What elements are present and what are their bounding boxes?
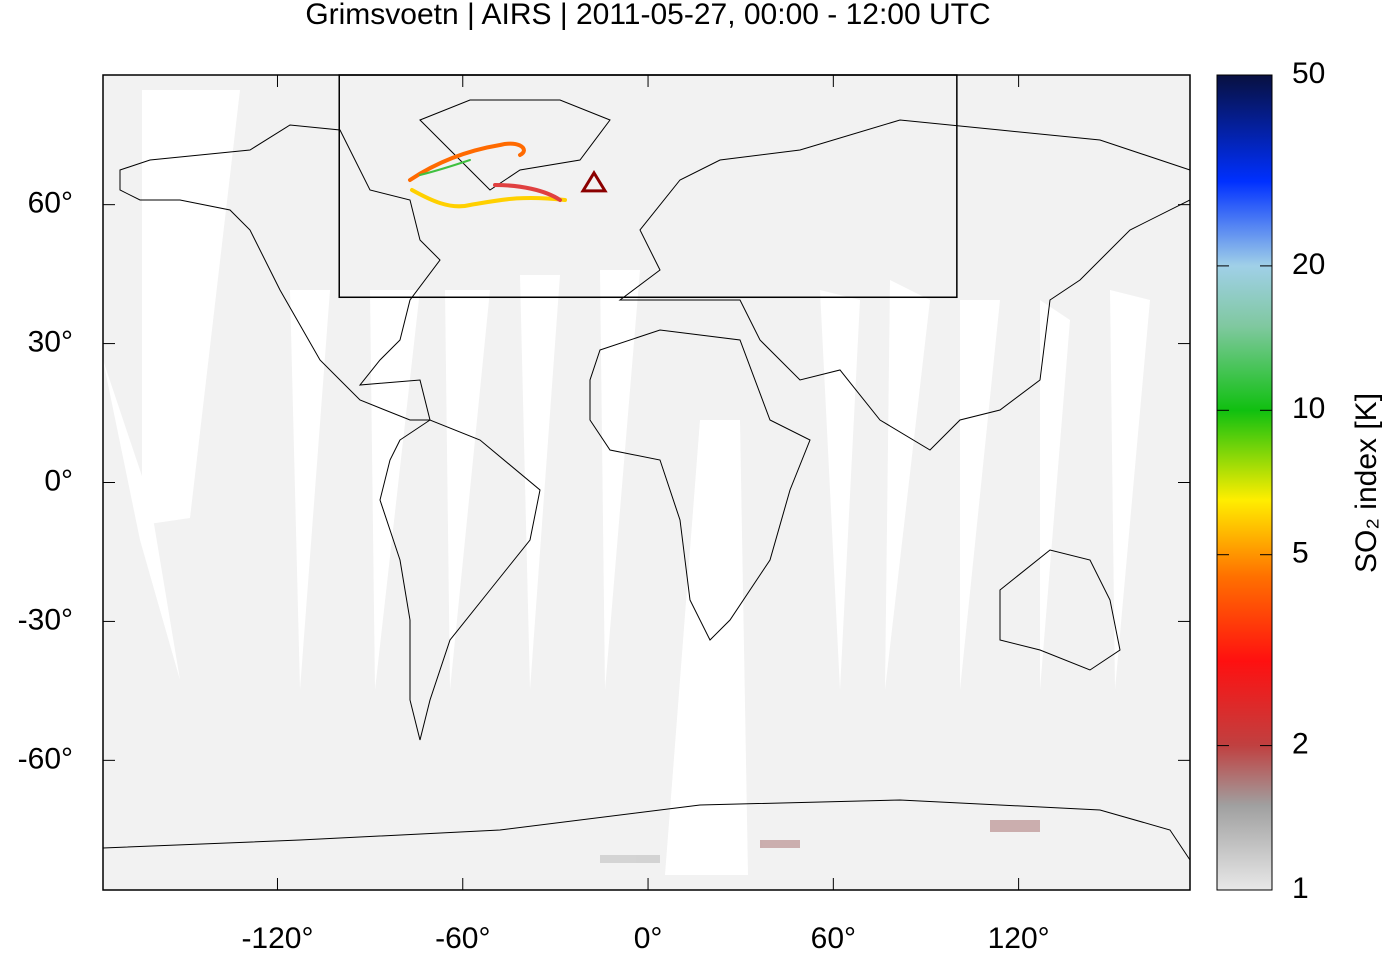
colorbar-label: SO₂ index [K]	[1350, 393, 1383, 573]
swaths	[103, 90, 1150, 875]
colorbar-tick-label: 2	[1292, 728, 1309, 761]
colorbar	[1216, 74, 1273, 891]
colorbar-tick-label: 10	[1292, 392, 1325, 425]
x-tick-label: -60°	[435, 922, 490, 950]
y-tick-label: 30°	[28, 326, 73, 359]
colorbar-tick-label: 5	[1292, 537, 1309, 570]
x-tick-label: 120°	[988, 922, 1050, 950]
x-tick-label: 60°	[811, 922, 856, 950]
plot-area	[103, 75, 1190, 890]
y-tick-label: -30°	[18, 603, 73, 636]
x-tick-label: -120°	[241, 922, 313, 950]
coastlines	[102, 99, 1191, 861]
so2-plume	[408, 141, 567, 209]
chart-title: Grimsvoetn | AIRS | 2011-05-27, 00:00 - …	[305, 0, 990, 31]
x-tick-label: 0°	[634, 922, 663, 950]
colorbar-tick-label: 20	[1292, 248, 1325, 281]
y-tick-label: 0°	[44, 464, 73, 497]
colorbar-tick-label: 50	[1292, 57, 1325, 90]
colorbar-tick-label: 1	[1292, 872, 1309, 905]
region-box	[338, 74, 958, 299]
volcano-marker	[580, 170, 608, 193]
y-tick-label: -60°	[18, 742, 73, 775]
antarctic-signal	[600, 820, 1040, 863]
y-tick-label: 60°	[28, 187, 73, 220]
